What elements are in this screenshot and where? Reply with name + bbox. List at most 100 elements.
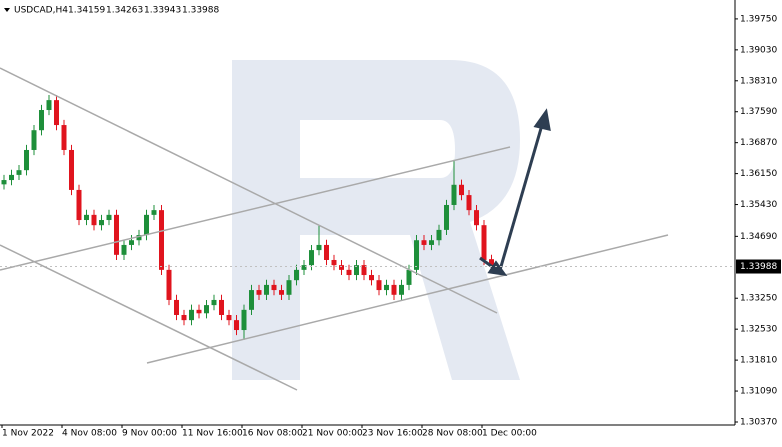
symbol: USDCAD,H4 <box>14 6 68 16</box>
ohlc-high: 1.34263 <box>106 6 143 16</box>
candle-body <box>136 235 142 241</box>
candle-body <box>61 125 67 150</box>
candle-body <box>361 265 367 276</box>
candle-body <box>489 259 494 267</box>
candle-body <box>444 204 449 230</box>
candle-body <box>414 240 419 270</box>
candle-body <box>256 290 262 295</box>
candle-body <box>331 259 337 266</box>
candle-body <box>174 299 179 315</box>
candle-body <box>474 210 479 226</box>
y-tick-label: 1.31810 <box>740 356 777 366</box>
trend-lines <box>0 67 669 391</box>
candle-body <box>309 250 314 266</box>
candle-body <box>316 244 322 251</box>
y-tick-label: 1.33250 <box>740 294 777 304</box>
candle-body <box>294 269 299 281</box>
menu-icon[interactable] <box>4 8 10 12</box>
candle-body <box>376 280 382 291</box>
candle-body <box>399 284 404 295</box>
arrowhead <box>533 108 551 131</box>
candle-body <box>264 284 269 295</box>
candle-body <box>286 280 292 295</box>
trend-line <box>146 234 669 364</box>
forecast-arrows <box>479 108 551 276</box>
x-tick-label: 16 Nov 08:00 <box>242 429 303 439</box>
candle-body <box>301 265 307 270</box>
x-tick-label: 23 Nov 16:00 <box>362 429 423 439</box>
candle-body <box>16 170 22 175</box>
candle-body <box>211 299 217 306</box>
x-tick-label: 1 Nov 2022 <box>2 429 54 439</box>
candle-body <box>9 174 14 181</box>
price-box <box>736 259 781 274</box>
candle-body <box>384 284 389 291</box>
candle-body <box>226 314 232 321</box>
candle-body <box>421 240 427 245</box>
candle-body <box>219 299 224 315</box>
arrowhead <box>487 260 508 276</box>
y-tick-label: 1.38310 <box>740 76 777 86</box>
ohlc-low: 1.33943 <box>144 6 181 16</box>
candle-body <box>1 180 7 185</box>
candle-body <box>114 214 119 255</box>
candle-body <box>91 214 97 226</box>
candle-body <box>39 110 44 131</box>
candle-body <box>144 214 149 236</box>
y-tick-label: 1.39750 <box>740 14 777 24</box>
candle-body <box>121 244 127 255</box>
candle-body <box>106 214 112 221</box>
candle-body <box>459 184 464 196</box>
x-tick-label: 28 Nov 08:00 <box>422 429 483 439</box>
y-tick-label: 1.35430 <box>740 200 777 210</box>
ohlc-close: 1.33988 <box>182 6 219 16</box>
y-tick-label: 1.36870 <box>740 138 777 148</box>
candle-body <box>466 195 472 211</box>
candle-body <box>76 189 82 221</box>
candle-body <box>354 265 359 276</box>
candle-body <box>271 284 277 291</box>
y-tick-label: 1.31090 <box>740 387 777 397</box>
y-tick-label: 1.32530 <box>740 325 777 335</box>
candle-body <box>241 309 247 331</box>
y-tick-label: 1.37590 <box>740 107 777 117</box>
candle-body <box>339 265 344 270</box>
candle-body <box>234 320 239 331</box>
candle-body <box>481 225 487 260</box>
arrow <box>498 124 544 271</box>
x-tick-label: 21 Nov 00:00 <box>302 429 363 439</box>
candle-body <box>369 275 374 281</box>
y-tick-label: 1.39030 <box>740 45 777 55</box>
candle-body <box>279 290 284 295</box>
candle-body <box>346 269 352 276</box>
candle-body <box>24 149 29 171</box>
candle-body <box>249 290 254 310</box>
candle-body <box>31 130 37 150</box>
candle-body <box>189 309 194 321</box>
candle-body <box>429 240 434 245</box>
candle-body <box>204 305 209 314</box>
candle-body <box>84 214 89 221</box>
candle-body <box>151 210 157 215</box>
x-tick-label: 4 Nov 08:00 <box>62 429 117 439</box>
y-tick-label: 1.36150 <box>740 169 777 179</box>
candle-body <box>406 269 412 285</box>
candle-body <box>181 314 187 321</box>
y-tick-label: 1.34690 <box>740 232 777 242</box>
candle-body <box>324 244 329 260</box>
candle-body <box>54 100 59 126</box>
trend-line <box>0 67 498 314</box>
candle-body <box>391 284 397 295</box>
candle-body <box>451 184 457 205</box>
candle-body <box>69 149 74 190</box>
watermark <box>232 60 520 380</box>
price-label: 1.33988 <box>740 262 777 272</box>
ohlc-open: 1.34159 <box>68 6 105 16</box>
candle-body <box>46 100 52 111</box>
y-tick-label: 1.30370 <box>740 417 777 427</box>
candle-body <box>159 210 164 270</box>
candle-body <box>129 240 134 245</box>
candle-body <box>196 309 202 314</box>
